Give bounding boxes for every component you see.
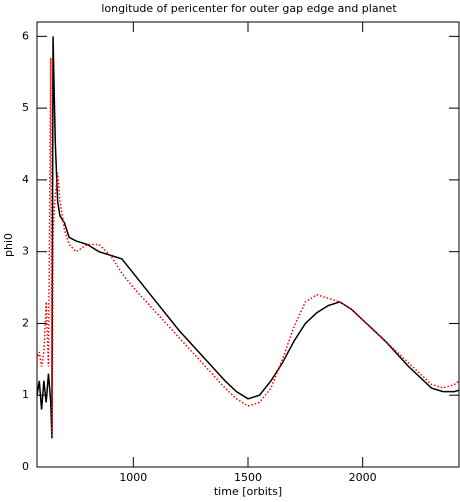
- plot-frame: [36, 21, 460, 468]
- x-tick-label: 2000: [349, 471, 377, 484]
- x-tick-label: 1500: [234, 471, 262, 484]
- y-tick-label: 4: [22, 173, 29, 186]
- x-axis-label: time [orbits]: [214, 485, 282, 498]
- y-tick-label: 0: [22, 460, 29, 473]
- y-axis-label: phi0: [2, 233, 15, 257]
- x-tick-label: 1000: [119, 471, 147, 484]
- data-line: [36, 57, 460, 439]
- y-tick-label: 2: [22, 316, 29, 329]
- chart-title: longitude of pericenter for outer gap ed…: [101, 2, 397, 15]
- y-tick-label: 6: [22, 29, 29, 42]
- y-tick-label: 3: [22, 245, 29, 258]
- y-tick-label: 5: [22, 101, 29, 114]
- data-line: [36, 36, 460, 439]
- y-tick-label: 1: [22, 388, 29, 401]
